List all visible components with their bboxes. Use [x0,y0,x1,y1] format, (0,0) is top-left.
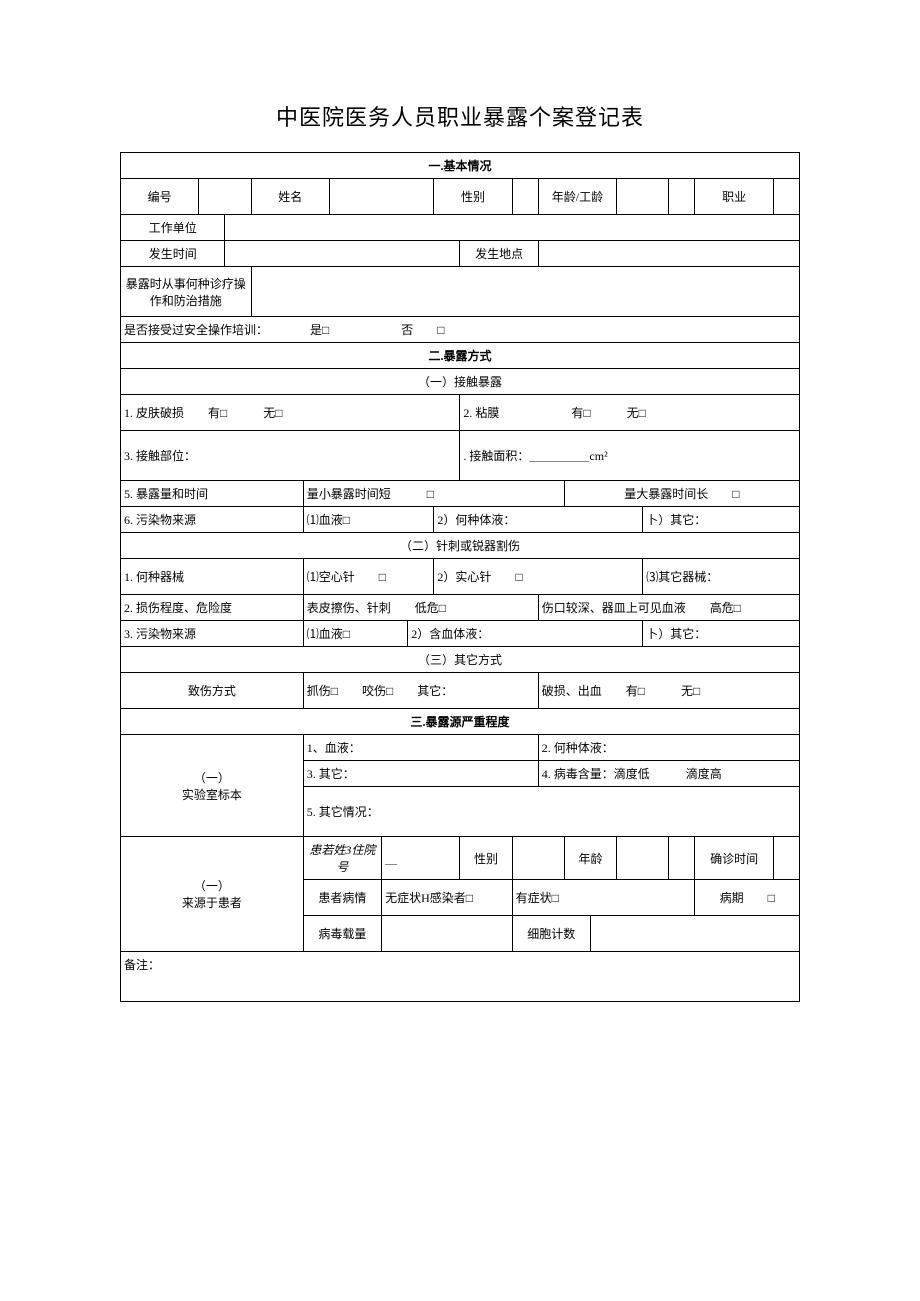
name-field[interactable] [329,179,433,215]
time-label: 发生时间 [121,241,225,267]
lab-other-cond[interactable]: 5. 其它情况： [303,787,799,837]
place-field[interactable] [538,241,799,267]
other2-field[interactable]: 卜）其它： [643,621,800,647]
sec2-sub2: （二）针刺或锐器割伤 [121,533,800,559]
page-field[interactable] [617,837,669,880]
pname-field[interactable]: ＿ [382,837,460,880]
contact-area-field[interactable]: . 接触面积：＿＿＿＿＿cm² [460,431,800,481]
injury-label: 致伤方式 [121,673,304,709]
instrument-label: 1. 何种器械 [121,559,304,595]
deep-field[interactable]: 伤口较深、器皿上可见血液 高危□ [538,595,799,621]
abrasion-field[interactable]: 表皮擦伤、针刺 低危□ [303,595,538,621]
asymp-field[interactable]: 无症状H感染者□ [382,880,513,916]
sec1-header: 一.基本情况 [121,153,800,179]
training-row[interactable]: 是否接受过安全操作培训： 是□ 否 □ [121,317,800,343]
viral-field[interactable] [382,916,513,952]
gender-field[interactable] [512,179,538,215]
lab-blood[interactable]: 1、血液： [303,735,538,761]
amount-large[interactable]: 量大暴露时间长 □ [564,481,799,507]
stage-field[interactable]: 病期 □ [695,880,800,916]
severity-label: 2. 损伤程度、危险度 [121,595,304,621]
time-field[interactable] [225,241,460,267]
viral-label: 病毒载量 [303,916,381,952]
other-inst-field[interactable]: ⑶其它器械： [643,559,800,595]
workplace-label: 工作单位 [121,215,225,241]
occ-field[interactable] [773,179,799,215]
amount-small[interactable]: 量小暴露时间短 □ [303,481,564,507]
symp-field[interactable]: 有症状□ [512,880,695,916]
source2-label: 3. 污染物来源 [121,621,304,647]
diag-field[interactable] [773,837,799,880]
place-label: 发生地点 [460,241,538,267]
solid-field[interactable]: 2）实心针 □ [434,559,643,595]
other-field[interactable]: 卜）其它： [643,507,800,533]
sec2-header: 二.暴露方式 [121,343,800,369]
skin-field[interactable]: 1. 皮肤破损 有□ 无□ [121,395,460,431]
amount-label: 5. 暴露量和时间 [121,481,304,507]
diag-label: 确诊时间 [695,837,773,880]
contact-site-field[interactable]: 3. 接触部位： [121,431,460,481]
blood2-field[interactable]: ⑴血液□ [303,621,407,647]
pgender-label: 性别 [460,837,512,880]
id-label: 编号 [121,179,199,215]
age-label: 年龄/工龄 [538,179,616,215]
workplace-field[interactable] [225,215,800,241]
hollow-field[interactable]: ⑴空心针 □ [303,559,434,595]
mucous-field[interactable]: 2. 粘膜 有□ 无□ [460,395,800,431]
pname-label: 患若姓3住院号 [303,837,381,880]
fluid2-field[interactable]: 2）含血体液： [408,621,643,647]
condition-label: 患者病情 [303,880,381,916]
source-label: 6. 污染物来源 [121,507,304,533]
occ-label: 职业 [695,179,773,215]
page-field2[interactable] [669,837,695,880]
sec3-header: 三.暴露源严重程度 [121,709,800,735]
cell-label: 细胞计数 [512,916,590,952]
blood-field[interactable]: ⑴血液□ [303,507,434,533]
lab-other[interactable]: 3. 其它： [303,761,538,787]
gender-label: 性别 [434,179,512,215]
id-field[interactable] [199,179,251,215]
lab-label: （一） 实验室标本 [121,735,304,837]
scratch-field[interactable]: 抓伤□ 咬伤□ 其它： [303,673,538,709]
age-field[interactable] [617,179,669,215]
procedure-label: 暴露时从事何种诊疗操作和防治措施 [121,267,252,317]
lab-virus[interactable]: 4. 病毒含量：滴度低 滴度高 [538,761,799,787]
procedure-field[interactable] [251,267,799,317]
sec2-sub3: （三）其它方式 [121,647,800,673]
patient-src-label: （一） 来源于患者 [121,837,304,952]
doc-title: 中医院医务人员职业暴露个案登记表 [120,100,800,132]
pgender-field[interactable] [512,837,564,880]
sec2-sub1: （一）接触暴露 [121,369,800,395]
page-label: 年龄 [564,837,616,880]
form-table: 一.基本情况 编号 姓名 性别 年龄/工龄 职业 工作单位 发生时间 发生地点 … [120,152,800,1002]
name-label: 姓名 [251,179,329,215]
lab-fluid[interactable]: 2. 何种体液： [538,735,799,761]
bleeding-field[interactable]: 破损、出血 有□ 无□ [538,673,799,709]
age-field2[interactable] [669,179,695,215]
note-field[interactable]: 备注： [121,952,800,1002]
fluid-field[interactable]: 2）何种体液： [434,507,643,533]
cell-field[interactable] [590,916,799,952]
